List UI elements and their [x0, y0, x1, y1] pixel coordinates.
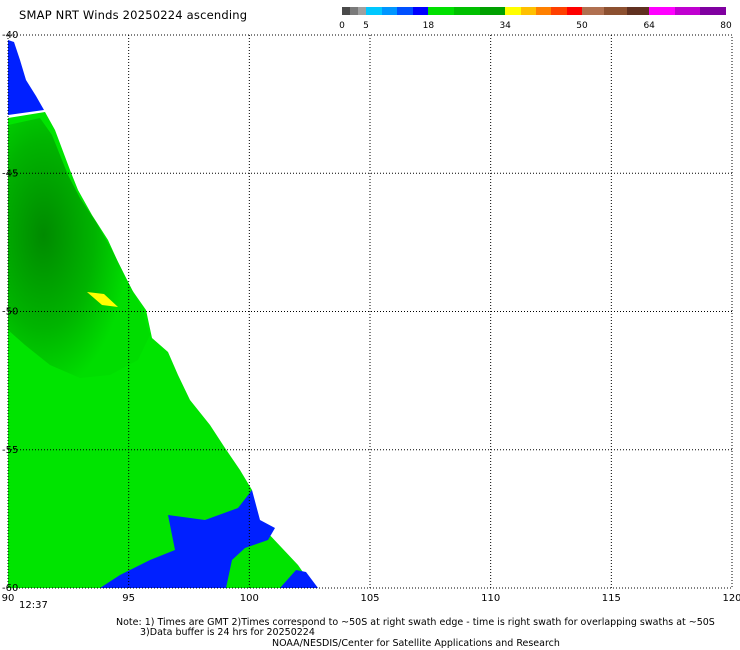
x-tick-label: 95 [122, 593, 135, 604]
colorbar-segment [366, 7, 382, 15]
colorbar-segment [350, 7, 358, 15]
colorbar-label: 64 [643, 21, 655, 31]
pass-time-label: 12:37 [19, 600, 48, 611]
y-axis-labels: -40 -45 -50 -55 -60 [2, 30, 18, 594]
y-tick-label: -45 [2, 168, 18, 179]
colorbar-segment [551, 7, 567, 15]
note-line-3: NOAA/NESDIS/Center for Satellite Applica… [272, 638, 560, 649]
note-line-1: Note: 1) Times are GMT 2)Times correspon… [116, 617, 715, 628]
map-title: SMAP NRT Winds 20250224 ascending [19, 8, 248, 22]
map-grid [7, 34, 733, 589]
colorbar-segment [581, 7, 605, 15]
colorbar-segment [674, 7, 701, 15]
wind-speed-colorbar [342, 7, 726, 15]
x-tick-label: 100 [240, 593, 259, 604]
x-tick-label: 90 [2, 593, 15, 604]
swath-blue-bottom [100, 490, 275, 588]
colorbar-segment [397, 7, 413, 15]
note-line-2: 3)Data buffer is 24 hrs for 20250224 [140, 627, 315, 638]
y-tick-label: -40 [2, 30, 18, 41]
colorbar-segment [649, 7, 675, 15]
x-tick-label: 110 [481, 593, 500, 604]
swath-blue-top [8, 40, 44, 115]
colorbar-segment [700, 7, 726, 15]
colorbar-segment [604, 7, 627, 15]
swath-blue-bottom-right [280, 570, 318, 588]
colorbar-segment [535, 7, 552, 15]
colorbar-segment [453, 7, 480, 15]
x-tick-label: 115 [602, 593, 621, 604]
colorbar-segment [428, 7, 454, 15]
swath-yellow-spot [87, 292, 118, 307]
colorbar-label: 34 [499, 21, 511, 31]
x-axis-labels: 90 95 100 105 110 115 120 [2, 593, 740, 604]
colorbar-segment [381, 7, 398, 15]
colorbar-label: 80 [720, 21, 732, 31]
colorbar-segment [342, 7, 350, 15]
colorbar-segment [358, 7, 366, 15]
x-tick-label: 105 [360, 593, 379, 604]
colorbar-segment [626, 7, 650, 15]
colorbar-label: 0 [339, 21, 345, 31]
colorbar-segment [520, 7, 536, 15]
colorbar-segment [479, 7, 506, 15]
colorbar-label: 5 [363, 21, 369, 31]
y-tick-label: -55 [2, 445, 18, 456]
y-tick-label: -50 [2, 307, 18, 318]
x-tick-label: 120 [722, 593, 740, 604]
colorbar-label: 50 [576, 21, 588, 31]
colorbar-segment [412, 7, 429, 15]
colorbar-segment [566, 7, 582, 15]
colorbar-label: 18 [422, 21, 435, 31]
swath-dark-green [8, 118, 150, 378]
colorbar-segment [505, 7, 521, 15]
y-tick-label: -60 [2, 583, 18, 594]
